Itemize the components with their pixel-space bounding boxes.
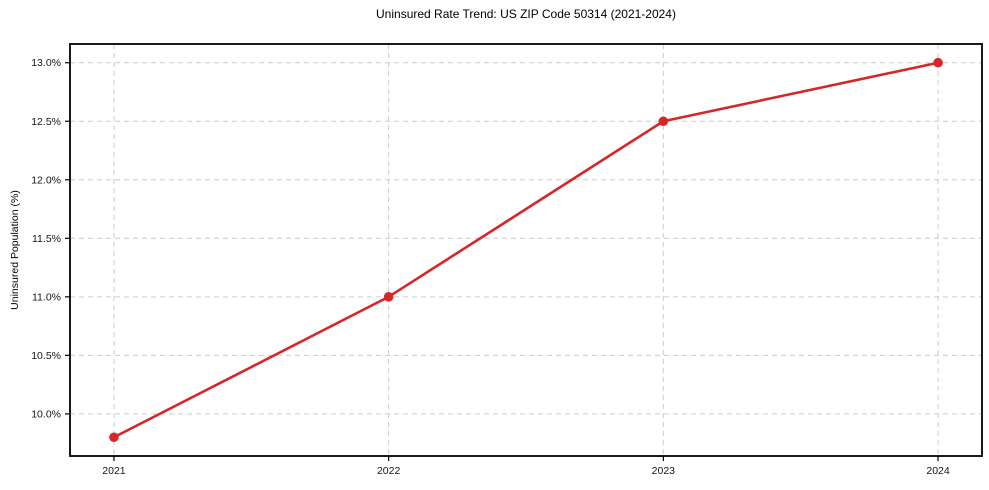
- x-tick-label: 2024: [926, 465, 950, 477]
- x-tick-label: 2023: [652, 465, 676, 477]
- data-point-marker: [383, 292, 394, 302]
- data-point-marker: [109, 432, 119, 443]
- y-tick-label: 12.5%: [31, 116, 61, 128]
- y-tick-label: 13.0%: [31, 57, 61, 69]
- trend-line: [112, 61, 940, 439]
- y-tick-label: 10.5%: [31, 350, 61, 362]
- chart-title: Uninsured Rate Trend: US ZIP Code 50314 …: [376, 7, 676, 21]
- x-tick-label: 2022: [377, 465, 401, 477]
- data-point-marker: [658, 116, 669, 127]
- y-tick-label: 12.0%: [31, 174, 61, 186]
- y-tick-label: 11.5%: [32, 233, 61, 245]
- data-point-marker: [933, 57, 943, 68]
- plot-border: [69, 43, 983, 457]
- y-tick-label: 10.0%: [31, 408, 61, 420]
- x-tick-label: 2021: [102, 465, 126, 477]
- y-tick-label: 11.0%: [32, 291, 61, 303]
